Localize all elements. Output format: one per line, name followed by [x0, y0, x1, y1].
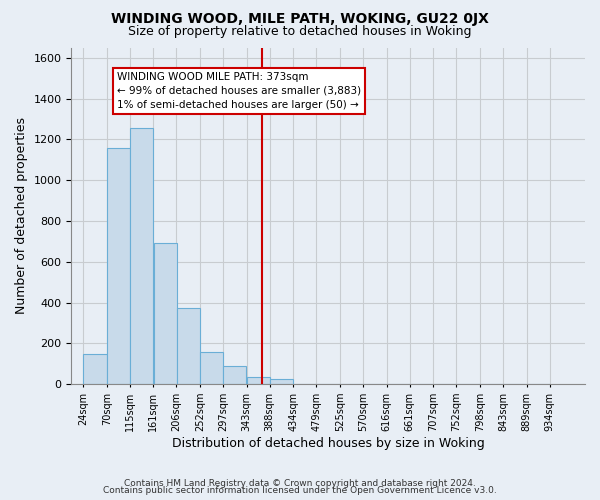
Text: WINDING WOOD MILE PATH: 373sqm
← 99% of detached houses are smaller (3,883)
1% o: WINDING WOOD MILE PATH: 373sqm ← 99% of …: [117, 72, 361, 110]
Text: Contains HM Land Registry data © Crown copyright and database right 2024.: Contains HM Land Registry data © Crown c…: [124, 478, 476, 488]
X-axis label: Distribution of detached houses by size in Woking: Distribution of detached houses by size …: [172, 437, 485, 450]
Bar: [154, 244, 177, 384]
Text: Size of property relative to detached houses in Woking: Size of property relative to detached ho…: [128, 25, 472, 38]
Bar: [270, 379, 293, 384]
Y-axis label: Number of detached properties: Number of detached properties: [15, 118, 28, 314]
Bar: [130, 128, 153, 384]
Bar: [177, 308, 200, 384]
Text: Contains public sector information licensed under the Open Government Licence v3: Contains public sector information licen…: [103, 486, 497, 495]
Bar: [247, 376, 270, 384]
Bar: [83, 354, 107, 384]
Bar: [223, 366, 247, 384]
Text: WINDING WOOD, MILE PATH, WOKING, GU22 0JX: WINDING WOOD, MILE PATH, WOKING, GU22 0J…: [111, 12, 489, 26]
Bar: [107, 148, 130, 384]
Bar: [200, 352, 223, 384]
